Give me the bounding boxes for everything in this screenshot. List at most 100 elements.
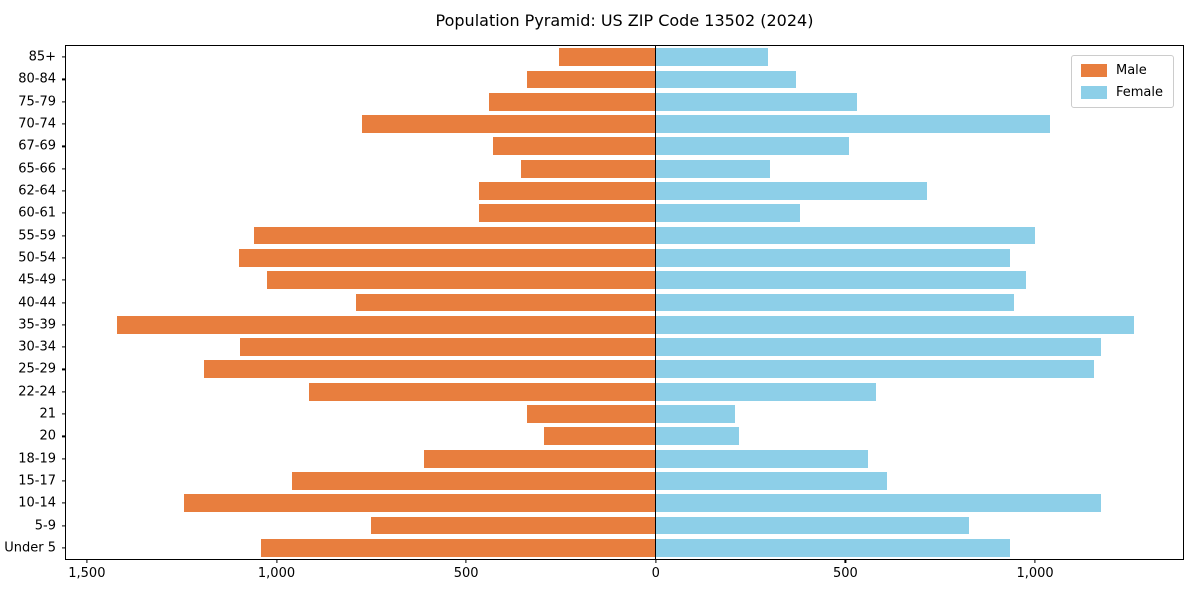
ytick-label-85+: 85+: [28, 49, 56, 65]
ytick-label-5-9: 5-9: [34, 518, 56, 534]
xtick-mark-1,000: [275, 559, 278, 563]
ytick-label-62-64: 62-64: [18, 183, 56, 199]
xtick-mark-1,000: [1034, 559, 1036, 563]
bar-male-22-24: [308, 382, 656, 401]
bar-male-30-34: [240, 338, 656, 356]
bar-female-65-66: [655, 159, 770, 178]
legend-label-male: Male: [1115, 63, 1147, 78]
ytick-mark-5-9: [62, 524, 66, 527]
female-swatch-icon: [1080, 86, 1107, 99]
bar-male-80-84: [526, 70, 656, 89]
ytick-label-60-61: 60-61: [18, 205, 56, 221]
legend: Male Female: [1070, 55, 1174, 108]
ytick-mark-62-64: [62, 190, 66, 192]
ytick-mark-70-74: [62, 123, 66, 125]
ytick-label-15-17: 15-17: [18, 473, 56, 489]
bar-male-Under 5: [261, 538, 656, 557]
bar-female-22-24: [655, 382, 876, 401]
ytick-label-21: 21: [39, 406, 56, 422]
bar-male-85+: [559, 48, 656, 67]
bar-male-60-61: [479, 204, 656, 223]
ytick-label-70-74: 70-74: [18, 116, 56, 132]
bar-male-5-9: [371, 516, 656, 535]
bar-female-60-61: [655, 204, 800, 223]
legend-entry-male: Male: [1080, 63, 1163, 78]
ytick-mark-Under 5: [62, 547, 66, 549]
ytick-mark-67-69: [62, 145, 66, 147]
bar-female-15-17: [655, 472, 888, 490]
ytick-mark-10-14: [62, 502, 66, 504]
bar-female-30-34: [655, 338, 1102, 356]
bar-female-5-9: [655, 516, 969, 535]
ytick-label-25-29: 25-29: [18, 361, 56, 377]
bar-male-45-49: [267, 271, 656, 290]
ytick-mark-30-34: [62, 346, 66, 348]
bar-male-10-14: [183, 494, 656, 513]
ytick-label-45-49: 45-49: [18, 272, 56, 288]
ytick-mark-85+: [62, 56, 66, 58]
bar-female-10-14: [655, 494, 1102, 513]
xtick-label-1,000: 1,000: [257, 566, 296, 581]
xtick-label-1,500: 1,500: [68, 566, 106, 581]
ytick-label-80-84: 80-84: [18, 71, 56, 87]
xtick-mark-500: [465, 559, 467, 563]
ytick-label-20: 20: [39, 428, 56, 444]
xtick-mark-0: [655, 559, 657, 563]
ytick-mark-45-49: [62, 279, 66, 281]
ytick-label-50-54: 50-54: [18, 250, 56, 266]
bar-female-70-74: [655, 115, 1051, 133]
ytick-label-67-69: 67-69: [18, 138, 56, 154]
bar-male-15-17: [291, 472, 656, 490]
bar-male-21: [526, 405, 656, 423]
chart-title: Population Pyramid: US ZIP Code 13502 (2…: [435, 11, 814, 30]
legend-entry-female: Female: [1080, 85, 1163, 100]
bar-male-75-79: [488, 92, 656, 111]
bar-male-50-54: [238, 248, 656, 267]
bar-female-Under 5: [655, 538, 1011, 557]
ytick-mark-55-59: [62, 234, 66, 237]
ytick-mark-40-44: [62, 301, 66, 304]
ytick-mark-21: [62, 413, 66, 415]
ytick-label-22-24: 22-24: [18, 384, 56, 400]
xtick-label-0: 0: [651, 566, 660, 581]
ytick-label-35-39: 35-39: [18, 317, 56, 333]
bar-male-62-64: [479, 182, 656, 200]
bar-male-40-44: [356, 293, 656, 312]
male-swatch-icon: [1080, 64, 1107, 77]
bar-male-25-29: [204, 360, 656, 379]
ytick-mark-20: [62, 435, 66, 437]
ytick-mark-18-19: [62, 458, 66, 460]
bar-female-45-49: [655, 271, 1026, 290]
ytick-mark-75-79: [62, 101, 66, 103]
bar-female-20: [655, 427, 740, 446]
ytick-label-30-34: 30-34: [18, 339, 56, 355]
bar-female-55-59: [655, 226, 1036, 245]
bar-female-21: [655, 405, 736, 423]
legend-label-female: Female: [1115, 85, 1163, 100]
bar-female-67-69: [655, 137, 850, 156]
bar-female-25-29: [655, 360, 1094, 379]
ytick-mark-50-54: [62, 257, 66, 259]
ytick-mark-22-24: [62, 391, 66, 393]
bar-female-80-84: [655, 70, 797, 89]
bar-female-40-44: [655, 293, 1015, 312]
bar-male-55-59: [253, 226, 656, 245]
bar-male-67-69: [492, 137, 656, 156]
ytick-mark-60-61: [62, 212, 66, 214]
xtick-mark-1,500: [86, 559, 88, 563]
ytick-label-55-59: 55-59: [18, 228, 56, 244]
ytick-label-18-19: 18-19: [18, 451, 56, 467]
zero-axis-line: [655, 46, 657, 559]
ytick-label-65-66: 65-66: [18, 161, 56, 177]
bar-male-20: [543, 427, 656, 446]
bar-male-18-19: [424, 449, 656, 468]
bar-female-35-39: [655, 315, 1134, 334]
ytick-mark-25-29: [62, 368, 66, 370]
bar-female-50-54: [655, 248, 1011, 267]
ytick-mark-65-66: [62, 168, 66, 170]
ytick-label-10-14: 10-14: [18, 495, 56, 511]
ytick-mark-15-17: [62, 480, 66, 482]
bar-female-75-79: [655, 92, 857, 111]
ytick-mark-80-84: [62, 78, 66, 81]
